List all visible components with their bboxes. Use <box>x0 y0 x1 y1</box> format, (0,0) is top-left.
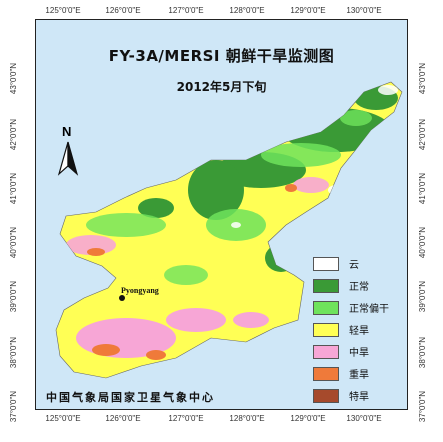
map-subtitle: 2012年5月下旬 <box>176 80 267 94</box>
lat-tick-right: 40°0'0"N <box>418 226 428 258</box>
lon-tick-top: 128°0'0"E <box>229 6 265 15</box>
legend-item-extreme: 特旱 <box>313 388 369 403</box>
city-marker-icon <box>119 295 125 301</box>
legend-item-slightly-dry: 正常偏干 <box>313 300 389 315</box>
legend-label: 轻旱 <box>349 326 369 337</box>
legend-label: 中旱 <box>349 348 369 359</box>
legend-label: 正常 <box>349 282 369 293</box>
legend-label: 云 <box>349 260 359 271</box>
legend-label: 特旱 <box>349 392 369 403</box>
lon-tick-bottom: 126°0'0"E <box>105 414 141 423</box>
lat-tick-right: 39°0'0"N <box>418 280 428 312</box>
north-label: N <box>62 124 72 139</box>
lon-tick-top: 125°0'0"E <box>45 6 81 15</box>
lon-tick-top: 129°0'0"E <box>290 6 326 15</box>
legend-label: 重旱 <box>349 370 369 381</box>
map-frame <box>35 19 408 410</box>
lat-tick-left: 41°0'0"N <box>9 172 19 204</box>
lat-tick-right: 41°0'0"N <box>418 172 428 204</box>
lon-tick-bottom: 130°0'0"E <box>346 414 382 423</box>
legend-label: 正常偏干 <box>349 304 389 315</box>
lon-tick-top: 130°0'0"E <box>346 6 382 15</box>
legend-swatch <box>313 366 339 381</box>
legend-item-mild: 轻旱 <box>313 322 369 337</box>
lat-tick-left: 40°0'0"N <box>9 226 19 258</box>
lon-tick-bottom: 129°0'0"E <box>290 414 326 423</box>
legend-swatch <box>313 344 339 359</box>
lon-tick-bottom: 125°0'0"E <box>45 414 81 423</box>
legend-swatch <box>313 300 339 315</box>
lon-tick-top: 127°0'0"E <box>168 6 204 15</box>
legend-item-severe: 重旱 <box>313 366 369 381</box>
north-arrow-icon <box>57 141 79 176</box>
lat-tick-left: 39°0'0"N <box>9 280 19 312</box>
city-label: Pyongyang <box>121 286 159 295</box>
legend-item-normal: 正常 <box>313 278 369 293</box>
map-title: FY-3A/MERSI 朝鲜干旱监测图 <box>108 47 335 65</box>
map-canvas <box>55 81 403 379</box>
lat-tick-right: 42°0'0"N <box>418 118 428 150</box>
lat-tick-right: 38°0'0"N <box>418 336 428 368</box>
legend-item-cloud: 云 <box>313 256 359 271</box>
legend-swatch <box>313 256 339 271</box>
lat-tick-right: 37°0'0"N <box>418 390 428 422</box>
legend-item-moderate: 中旱 <box>313 344 369 359</box>
lon-tick-bottom: 128°0'0"E <box>229 414 265 423</box>
lat-tick-left: 37°0'0"N <box>9 390 19 422</box>
legend-swatch <box>313 322 339 337</box>
legend-swatch <box>313 388 339 403</box>
lon-tick-bottom: 127°0'0"E <box>168 414 204 423</box>
lon-tick-top: 126°0'0"E <box>105 6 141 15</box>
lat-tick-left: 38°0'0"N <box>9 336 19 368</box>
legend-swatch <box>313 278 339 293</box>
lat-tick-left: 42°0'0"N <box>9 118 19 150</box>
footer-agency: 中国气象局国家卫星气象中心 <box>46 391 215 404</box>
